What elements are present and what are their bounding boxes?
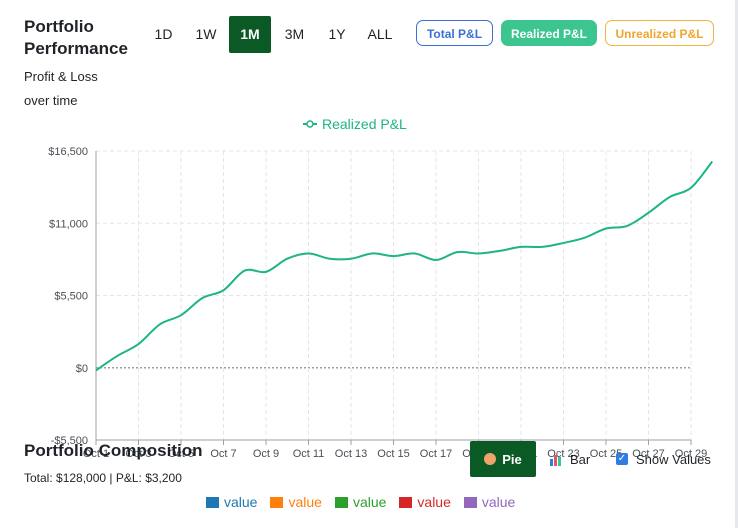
x-tick-label: Oct 11	[293, 448, 325, 460]
page-title: Portfolio Performance	[24, 17, 128, 58]
pie-label: Pie	[502, 451, 522, 467]
composition-title: Portfolio Composition	[24, 441, 203, 460]
chart-legend[interactable]: Realized P&L	[303, 114, 407, 134]
composition-summary: Total: $128,000 | P&L: $3,200	[24, 471, 182, 485]
x-tick-label: Oct 29	[675, 448, 707, 460]
legend-swatch	[399, 496, 413, 508]
realized-pnl-button[interactable]: Realized P&L	[501, 20, 597, 46]
bar-view-button[interactable]: Bar	[549, 450, 590, 468]
composition-legend-item[interactable]: value	[399, 494, 451, 510]
y-tick-label: $11,000	[49, 218, 88, 230]
legend-swatch	[206, 496, 219, 508]
range-1d-button[interactable]: 1D	[154, 26, 173, 42]
line-marker-icon	[303, 120, 317, 128]
legend-swatch	[463, 496, 477, 508]
composition-legend-item[interactable]: value	[334, 494, 387, 510]
x-tick-label: Oct 1	[83, 448, 109, 460]
composition-legend-item[interactable]: value	[206, 494, 257, 510]
range-all-button[interactable]: ALL	[367, 26, 393, 42]
show-values-toggle[interactable]: ✓ Show Values	[616, 450, 711, 468]
range-3m-button[interactable]: 3M	[284, 26, 305, 42]
x-tick-label: Oct 17	[420, 448, 452, 460]
x-tick-label: Oct 9	[253, 448, 279, 460]
page-subtitle: Profit & Loss over time	[24, 69, 98, 108]
composition-legend: value value value value value	[206, 493, 528, 511]
legend-label: value	[417, 494, 451, 510]
x-tick-label: Oct 27	[632, 448, 664, 460]
bar-label: Bar	[570, 451, 591, 467]
chart-legend-label: Realized P&L	[322, 116, 407, 132]
total-pnl-button[interactable]: Total P&L	[416, 20, 493, 46]
x-tick-label: Oct 5	[168, 448, 194, 460]
legend-swatch	[270, 496, 284, 508]
scrollbar-track[interactable]	[735, 0, 738, 528]
y-tick-label: $0	[76, 363, 88, 375]
bar-chart-icon	[550, 454, 561, 466]
x-tick-label: Oct 15	[377, 448, 409, 460]
range-1y-button[interactable]: 1Y	[328, 26, 346, 42]
unrealized-pnl-button[interactable]: Unrealized P&L	[605, 20, 714, 46]
x-tick-label: Oct 3	[125, 448, 151, 460]
x-tick-label: Oct 7	[210, 448, 236, 460]
legend-label: value	[481, 494, 516, 510]
composition-legend-item[interactable]: value	[270, 494, 322, 510]
x-tick-label: Oct 13	[335, 448, 367, 460]
range-1w-button[interactable]: 1W	[195, 26, 217, 42]
legend-label: value	[352, 494, 387, 510]
legend-label: value	[224, 494, 258, 510]
legend-swatch	[334, 496, 348, 508]
y-tick-label: -$5,500	[51, 435, 88, 447]
y-tick-label: $16,500	[48, 146, 88, 158]
checkbox-checked-icon[interactable]: ✓	[616, 453, 628, 465]
realized-pnl-line	[95, 160, 714, 372]
composition-legend-item[interactable]: value	[463, 494, 516, 510]
show-values-label: Show Values	[636, 451, 711, 467]
range-1m-button[interactable]: 1M	[229, 16, 271, 53]
legend-label: value	[288, 494, 322, 510]
y-tick-label: $5,500	[54, 291, 88, 303]
x-tick-label: Oct 25	[590, 448, 622, 460]
pie-icon	[484, 453, 497, 465]
pie-view-button[interactable]: Pie	[470, 441, 536, 477]
